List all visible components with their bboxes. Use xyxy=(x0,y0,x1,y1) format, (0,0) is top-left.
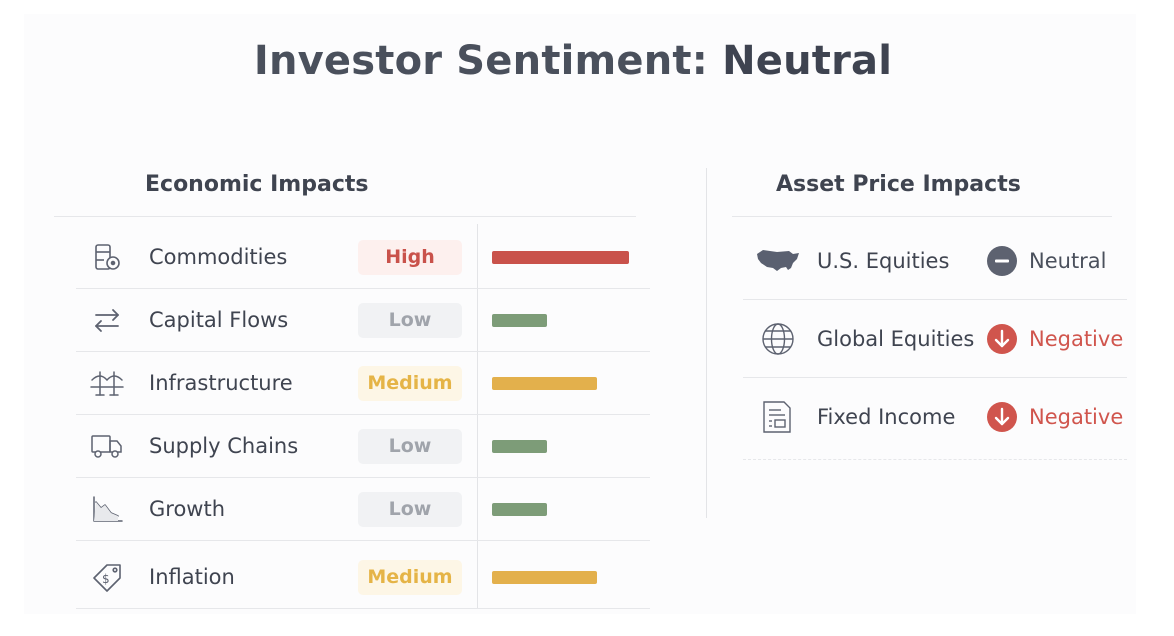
minus-circle-icon xyxy=(987,246,1017,276)
column-divider xyxy=(706,168,707,518)
page-title: Investor Sentiment: Neutral xyxy=(0,38,1146,84)
economic-heading-rule xyxy=(54,216,636,217)
document-icon xyxy=(763,401,791,433)
sentiment-value: Neutral xyxy=(722,38,893,84)
asset-row-fixed-income: Fixed Income Negative xyxy=(743,378,1127,460)
commodities-level-badge: High xyxy=(358,240,462,275)
content-panel xyxy=(24,14,1136,614)
economic-row-supply-chains: Supply Chains Low xyxy=(76,415,650,478)
growth-icon xyxy=(93,496,123,522)
commodities-label: Commodities xyxy=(149,245,288,269)
supply-chains-level-bar xyxy=(492,440,547,453)
economic-row-commodities: Commodities High xyxy=(76,226,650,289)
inflation-icon: $ xyxy=(93,564,121,592)
supply-chains-level-badge: Low xyxy=(358,429,462,464)
title-prefix: Investor Sentiment: xyxy=(253,38,723,84)
economic-row-infrastructure: Infrastructure Medium xyxy=(76,352,650,415)
infrastructure-level-badge: Medium xyxy=(358,366,462,401)
capital-flows-level-bar xyxy=(492,314,547,327)
globe-icon xyxy=(762,323,794,355)
growth-level-badge: Low xyxy=(358,492,462,527)
growth-level-bar xyxy=(492,503,547,516)
svg-text:$: $ xyxy=(102,572,110,586)
inflation-label: Inflation xyxy=(149,565,235,589)
supply-chains-icon xyxy=(91,435,122,458)
infrastructure-label: Infrastructure xyxy=(149,371,293,395)
fixed-income-status: Negative xyxy=(1029,405,1124,429)
capital-flows-label: Capital Flows xyxy=(149,308,289,332)
global-equities-label: Global Equities xyxy=(817,327,975,351)
economic-row-capital-flows: Capital Flows Low xyxy=(76,289,650,352)
arrow-down-circle-icon xyxy=(987,402,1017,432)
infrastructure-level-bar xyxy=(492,377,597,390)
supply-chains-label: Supply Chains xyxy=(149,434,299,458)
economic-impacts-heading: Economic Impacts xyxy=(145,172,369,197)
fixed-income-label: Fixed Income xyxy=(817,405,956,429)
global-equities-status: Negative xyxy=(1029,327,1124,351)
infrastructure-icon xyxy=(90,371,124,396)
asset-heading-rule xyxy=(732,216,1112,217)
asset-row-us-equities: U.S. Equities Neutral xyxy=(743,222,1127,300)
arrow-down-circle-icon xyxy=(987,324,1017,354)
growth-label: Growth xyxy=(149,497,226,521)
economic-row-inflation: $ Inflation Medium xyxy=(76,546,650,609)
asset-impacts-heading: Asset Price Impacts xyxy=(776,172,1021,197)
us-equities-status: Neutral xyxy=(1029,249,1107,273)
commodities-icon xyxy=(95,244,120,270)
capital-flows-level-badge: Low xyxy=(358,303,462,338)
asset-row-global-equities: Global Equities Negative xyxy=(743,300,1127,378)
capital-flows-icon xyxy=(95,309,119,332)
us-equities-label: U.S. Equities xyxy=(817,249,950,273)
economic-row-growth: Growth Low xyxy=(76,478,650,541)
economic-column-divider xyxy=(477,224,478,609)
commodities-level-bar xyxy=(492,251,629,264)
inflation-level-badge: Medium xyxy=(358,560,462,595)
us-map-icon xyxy=(757,250,799,271)
inflation-level-bar xyxy=(492,571,597,584)
